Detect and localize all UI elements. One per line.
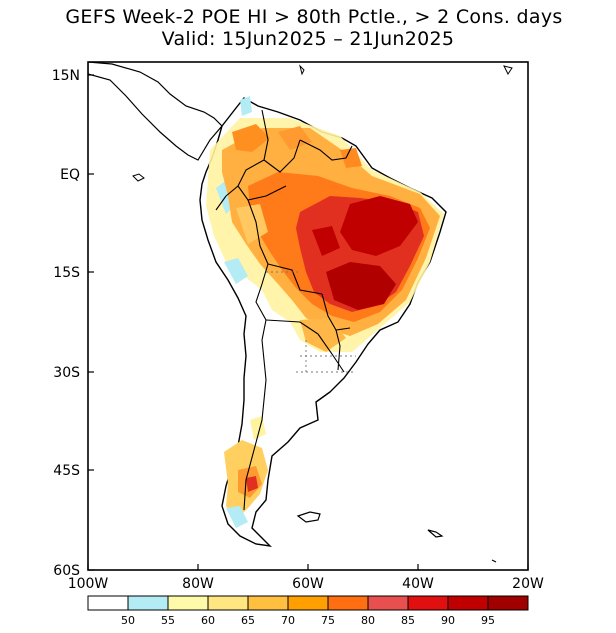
colorbar-label: 65 (241, 614, 255, 627)
lat-label: 15N (52, 68, 80, 84)
lat-label: 45S (53, 463, 80, 479)
country-borders (215, 109, 353, 511)
colorbar-swatch (447, 595, 489, 611)
lon-label: 80W (182, 576, 214, 592)
colorbar-label: 60 (201, 614, 215, 627)
map-area (88, 62, 513, 563)
colorbar-swatch (247, 595, 289, 611)
lon-label: 40W (402, 576, 434, 592)
lon-label: 100W (68, 576, 109, 592)
lat-label: 15S (53, 265, 80, 281)
colorbar-label: 70 (281, 614, 295, 627)
lat-labels: 15N EQ 15S 30S 45S 60S (52, 68, 80, 579)
lat-label: 30S (53, 365, 80, 381)
colorbar-swatch (127, 595, 169, 611)
colorbar-swatch (87, 595, 129, 611)
colorbar-label: 95 (481, 614, 495, 627)
colorbar-swatch (287, 595, 329, 611)
colorbar-label: 80 (361, 614, 375, 627)
colorbar-label: 55 (161, 614, 175, 627)
colorbar-swatch (327, 595, 369, 611)
colorbar-swatch (207, 595, 249, 611)
colorbar-swatch (407, 595, 449, 611)
lon-label: 60W (292, 576, 324, 592)
internal-boundaries (266, 271, 356, 373)
axis-ticks (87, 74, 529, 571)
lon-label: 20W (512, 576, 544, 592)
colorbar-label: 85 (401, 614, 415, 627)
colorbar-swatch (167, 595, 209, 611)
map-subtitle: Valid: 15Jun2025 – 21Jun2025 (161, 28, 455, 50)
map-title: GEFS Week-2 POE HI > 80th Pctle., > 2 Co… (65, 6, 563, 28)
colorbar-swatch (487, 595, 529, 611)
lat-label: EQ (60, 167, 80, 183)
colorbar-swatch (367, 595, 409, 611)
lon-labels: 100W 80W 60W 40W 20W (68, 576, 544, 592)
colorbar-label: 90 (441, 614, 455, 627)
probability-shading (206, 96, 444, 528)
colorbar: 50 55 60 65 70 75 80 85 90 95 (87, 595, 529, 627)
lat-label: 60S (53, 563, 80, 579)
colorbar-label: 50 (121, 614, 135, 627)
colorbar-label: 75 (321, 614, 335, 627)
